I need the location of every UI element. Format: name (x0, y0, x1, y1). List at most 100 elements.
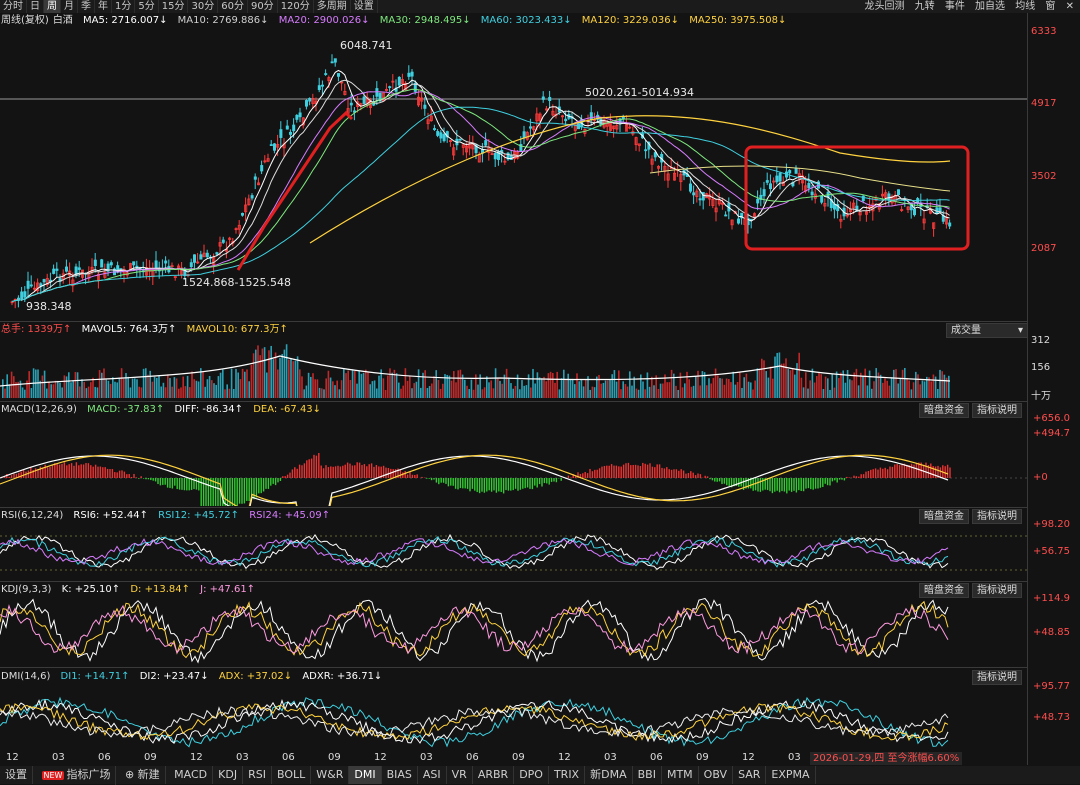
volume-bar (802, 387, 805, 398)
kdj-axis-top: +114.9 (1033, 593, 1071, 604)
price-axis-3502: 3502 (1031, 171, 1057, 182)
volume-bar (547, 373, 550, 398)
indicator-help-button[interactable]: 指标说明 (972, 670, 1022, 685)
volume-bar (160, 386, 162, 398)
tab-120min[interactable]: 120分 (278, 0, 314, 13)
candle-body (733, 211, 737, 214)
candle-body (391, 80, 395, 83)
candle-body (106, 263, 110, 272)
volume-bar (640, 374, 642, 398)
indicator-tab-dmi[interactable]: DMI (349, 766, 382, 784)
indicator-plaza-button[interactable]: NEW 指标广场 (37, 766, 117, 785)
macd-legend: MACD(12,26,9) MACD: -37.83↑ DIFF: -86.34… (1, 403, 328, 416)
candle-body (362, 96, 366, 104)
close-icon[interactable]: ✕ (1065, 1, 1074, 12)
tab-intraday[interactable]: 分时 (0, 0, 27, 13)
volume-bar (263, 347, 266, 398)
volume-bar (8, 384, 11, 398)
volume-bar (329, 377, 332, 398)
dark-pool-button[interactable]: 暗盘资金 (919, 509, 969, 524)
tab-settings[interactable]: 设置 (351, 0, 378, 13)
indicator-tab-vr[interactable]: VR (447, 766, 473, 784)
indicator-tab-bias[interactable]: BIAS (382, 766, 418, 784)
volume-bar (593, 387, 596, 398)
volume-bar (303, 389, 305, 398)
indicator-tab-kdj[interactable]: KDJ (213, 766, 244, 784)
indicator-tab-new-dma[interactable]: 新DMA (585, 766, 633, 784)
volume-bar (406, 380, 409, 398)
indicator-tab-macd[interactable]: MACD (169, 766, 214, 784)
tab-90min[interactable]: 90分 (248, 0, 278, 13)
indicator-help-button[interactable]: 指标说明 (972, 403, 1022, 418)
x-label: 12 (742, 752, 755, 763)
volume-bar (323, 389, 325, 398)
rsi-chart (0, 533, 1027, 571)
dark-pool-button[interactable]: 暗盘资金 (919, 583, 969, 598)
volume-bar (233, 388, 235, 398)
candle-body (100, 259, 104, 268)
volume-bar (750, 382, 752, 398)
candle-body (333, 58, 337, 63)
volume-bar (615, 381, 618, 398)
candle-body (164, 260, 168, 264)
tab-15min[interactable]: 15分 (159, 0, 189, 13)
adx-value: ADX: +37.02↓ (218, 671, 293, 682)
volume-bar (948, 375, 950, 398)
candle-body (250, 195, 254, 199)
indicator-tab-expma[interactable]: EXPMA (766, 766, 816, 784)
volume-bar (378, 375, 380, 398)
events-button[interactable]: 事件 (944, 1, 965, 12)
tab-60min[interactable]: 60分 (218, 0, 248, 13)
candlestick-chart[interactable] (0, 13, 1027, 321)
tab-1min[interactable]: 1分 (112, 0, 136, 13)
volume-indicator-dropdown[interactable]: 成交量 ▾ (946, 323, 1028, 338)
candle-body (551, 110, 555, 116)
candle-body (192, 254, 196, 263)
tab-multi-period[interactable]: 多周期 (314, 0, 351, 13)
window-button[interactable]: 窗 (1045, 1, 1056, 12)
candle-body (730, 219, 734, 226)
nine-turn-button[interactable]: 九转 (914, 1, 935, 12)
volume-bar (818, 372, 820, 398)
indicator-tab-rsi[interactable]: RSI (243, 766, 272, 784)
indicator-help-button[interactable]: 指标说明 (972, 583, 1022, 598)
volume-bar (563, 369, 565, 398)
tab-week[interactable]: 周 (44, 0, 61, 13)
tab-day[interactable]: 日 (27, 0, 44, 13)
indicator-tab-boll[interactable]: BOLL (272, 766, 312, 784)
rsi12-line (0, 536, 949, 568)
indicator-tab-arbr[interactable]: ARBR (473, 766, 515, 784)
tab-year[interactable]: 年 (95, 0, 112, 13)
candle-body (45, 278, 49, 286)
indicator-help-button[interactable]: 指标说明 (972, 509, 1022, 524)
indicator-tab-sar[interactable]: SAR (733, 766, 767, 784)
volume-bar (321, 388, 323, 398)
volume-bar (690, 386, 693, 398)
moving-average-button[interactable]: 均线 (1015, 1, 1036, 12)
tab-month[interactable]: 月 (61, 0, 78, 13)
volume-bar (699, 385, 701, 398)
indicator-tab-trix[interactable]: TRIX (549, 766, 586, 784)
tab-30min[interactable]: 30分 (188, 0, 219, 13)
indicator-tab-dpo[interactable]: DPO (514, 766, 549, 784)
candle-body (180, 267, 184, 275)
volume-bar (404, 368, 407, 398)
indicator-tab-asi[interactable]: ASI (418, 766, 447, 784)
volume-bar (582, 386, 585, 398)
indicator-tab-bbi[interactable]: BBI (633, 766, 662, 784)
indicator-tab-wr[interactable]: W&R (311, 766, 350, 784)
candle-body (788, 170, 792, 174)
add-watchlist-button[interactable]: 加自选 (975, 1, 1006, 12)
new-indicator-button[interactable]: ⊕ 新建 (120, 766, 166, 784)
volume-bar (901, 369, 904, 398)
j-value: J: +47.61↑ (200, 584, 256, 595)
tab-5min[interactable]: 5分 (135, 0, 159, 13)
indicator-tab-obv[interactable]: OBV (699, 766, 734, 784)
tab-quarter[interactable]: 季 (78, 0, 95, 13)
volume-bar (921, 380, 924, 398)
adx-line (0, 703, 949, 742)
leader-backtest-button[interactable]: 龙头回测 (864, 1, 905, 12)
settings-button[interactable]: 设置 (0, 766, 33, 784)
indicator-tab-mtm[interactable]: MTM (662, 766, 699, 784)
dark-pool-button[interactable]: 暗盘资金 (919, 403, 969, 418)
